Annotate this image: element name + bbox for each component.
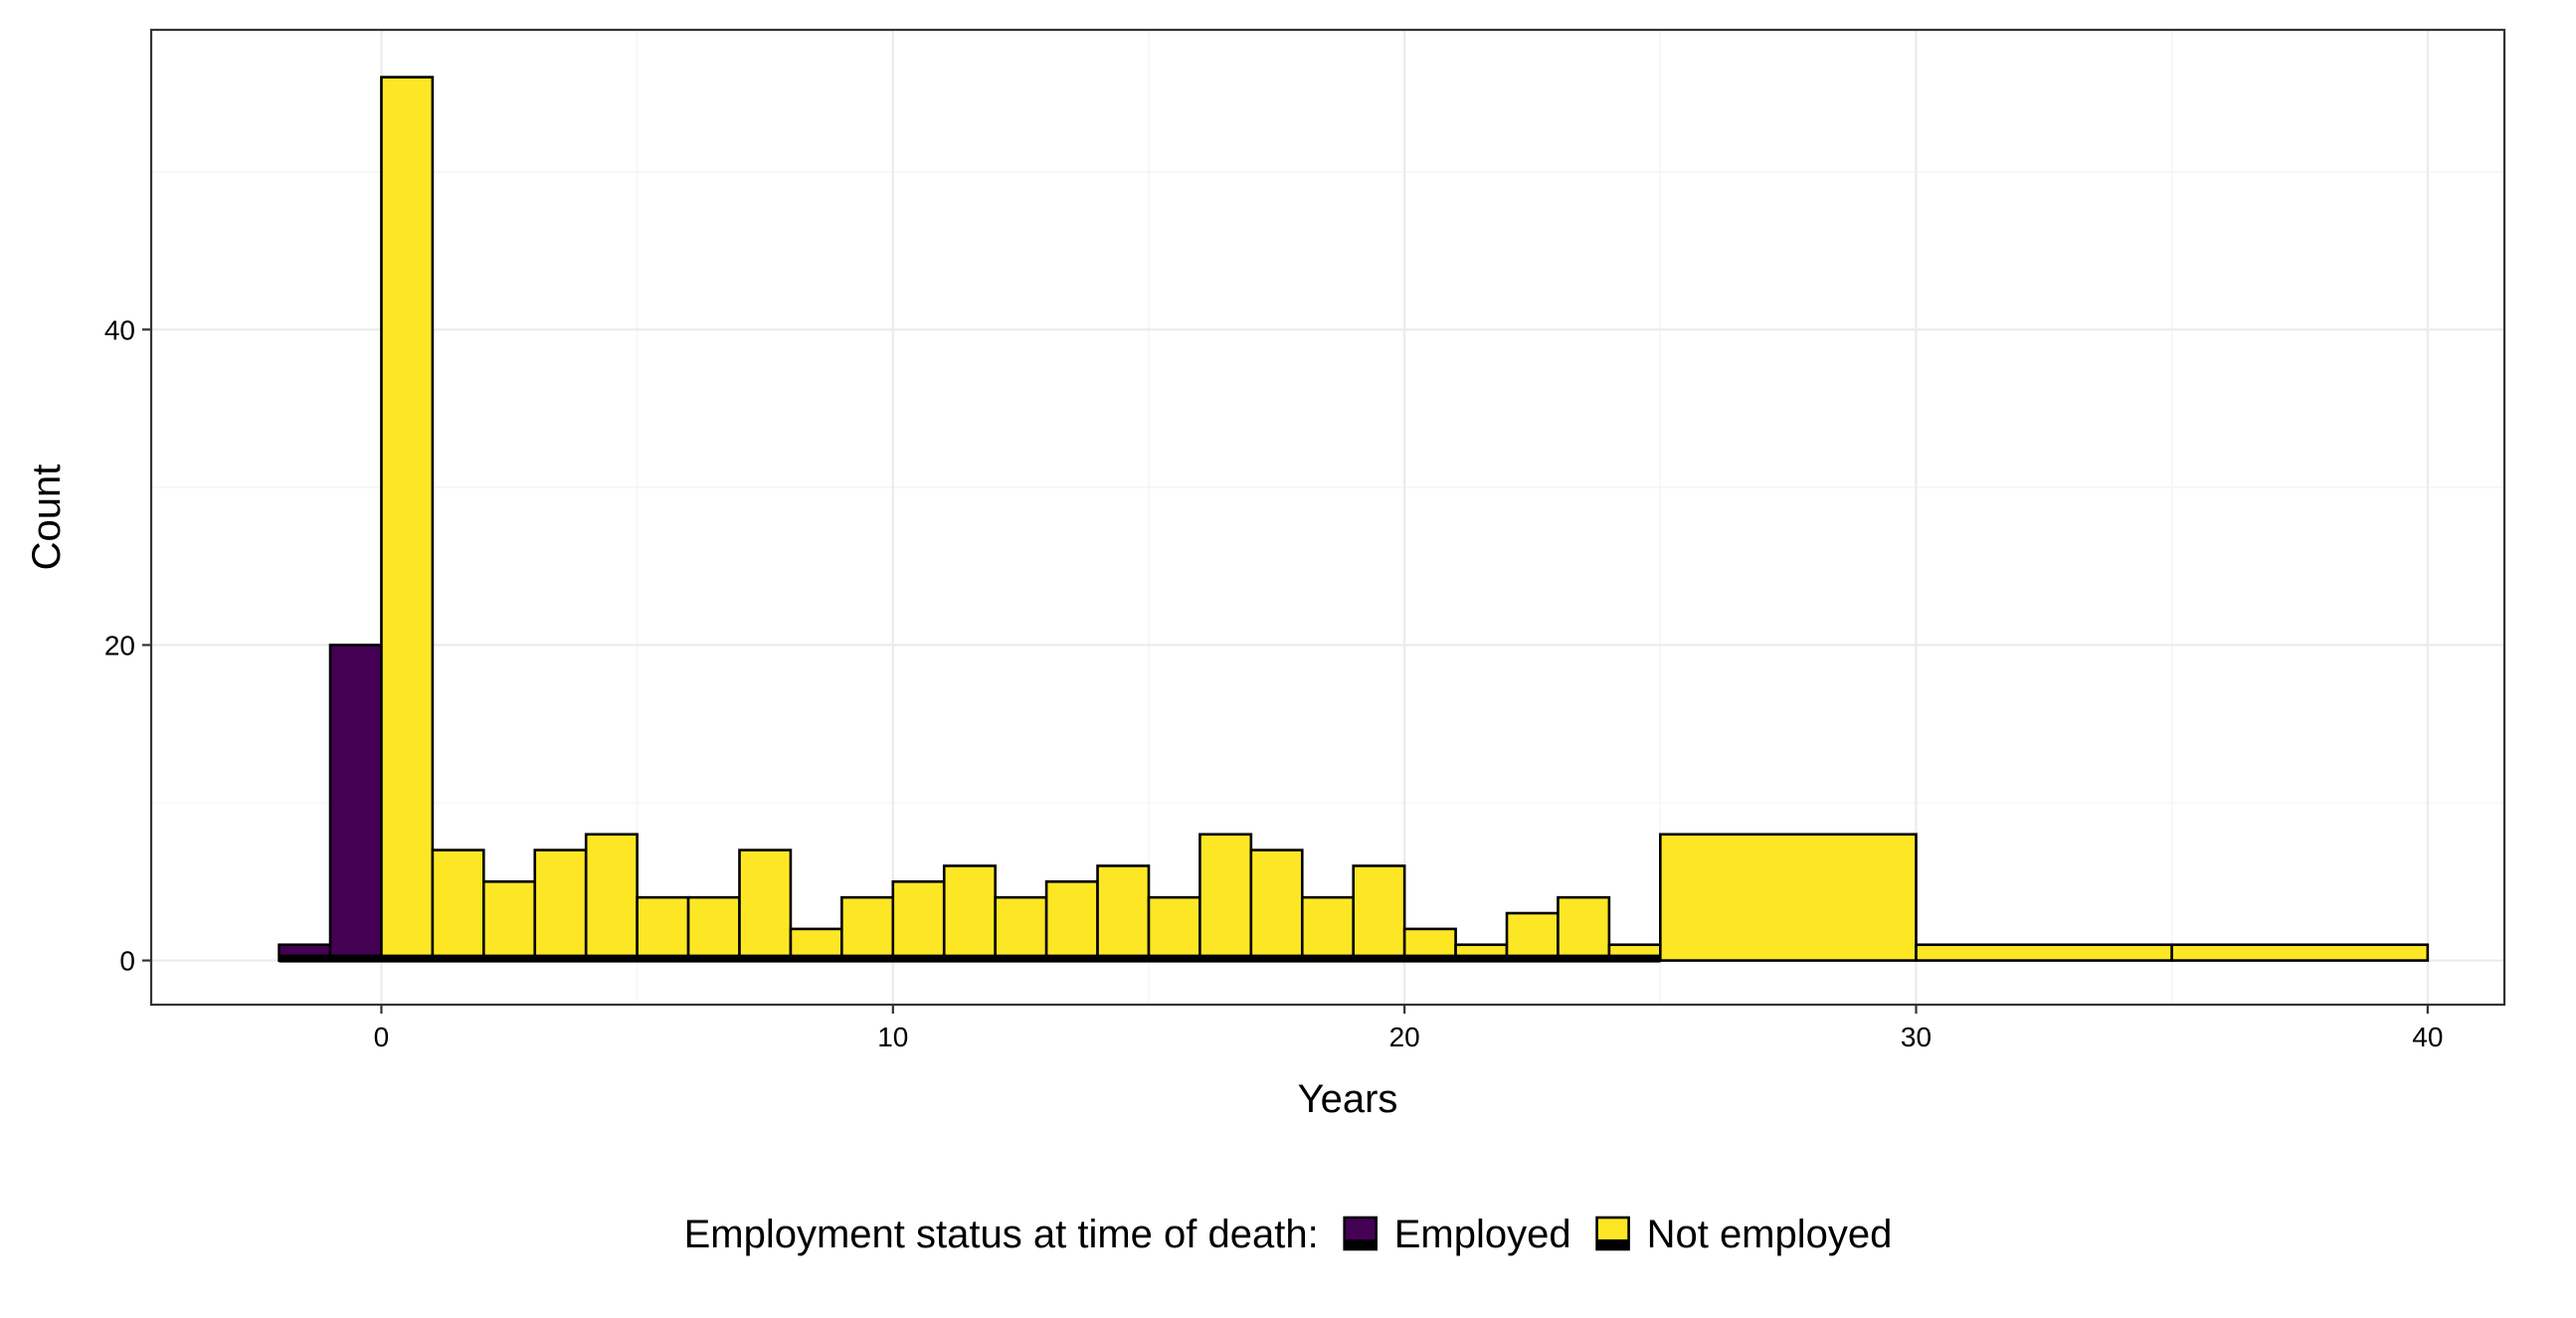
histogram-bar-not-employed [1096, 864, 1151, 962]
y-axis-title: Count [25, 465, 69, 571]
histogram-bar-not-employed [584, 833, 639, 962]
histogram-bar-not-employed [533, 848, 588, 962]
bars [277, 76, 2430, 963]
histogram-bar-not-employed [1505, 911, 1560, 962]
plot-border [149, 28, 2506, 1007]
y-tick-label: 0 [119, 946, 135, 977]
legend-swatch-baseline [1344, 1239, 1377, 1249]
plot-background [151, 30, 2504, 1005]
x-tick-label: 20 [1389, 1022, 1420, 1052]
legend-label-not-employed: Not employed [1647, 1213, 1893, 1256]
axes: 0 10 20 30 40 0 20 40 [104, 314, 2444, 1052]
x-tick-label: 0 [374, 1022, 390, 1052]
histogram-bar-not-employed [1198, 833, 1253, 962]
legend: Employment status at time of death: Empl… [684, 1213, 1893, 1256]
histogram-bar-not-employed [1557, 895, 1611, 962]
legend-title: Employment status at time of death: [684, 1213, 1319, 1256]
histogram-bar-not-employed [1147, 895, 1201, 962]
histogram-bar-not-employed [482, 880, 537, 962]
legend-swatch-baseline [1596, 1239, 1629, 1249]
histogram-bar-not-employed [1915, 943, 2173, 962]
histogram-bar-not-employed [380, 76, 435, 962]
x-tick-label: 10 [877, 1022, 908, 1052]
histogram-bar-not-employed [891, 880, 946, 962]
histogram-bar-employed [328, 644, 383, 962]
histogram-bar-not-employed [636, 895, 690, 962]
histogram-bar-not-employed [994, 895, 1048, 962]
histogram-bar-not-employed [1300, 895, 1356, 962]
legend-key-not-employed [1595, 1216, 1630, 1251]
histogram-bar-not-employed [686, 895, 741, 962]
histogram-bar-not-employed [431, 848, 485, 962]
histogram-bar-not-employed [1249, 848, 1304, 962]
x-tick-label: 30 [1901, 1022, 1932, 1052]
histogram-bar-not-employed [2170, 943, 2430, 962]
histogram-bar-not-employed [1044, 880, 1099, 962]
y-tick-label: 40 [104, 314, 135, 345]
legend-key-employed [1343, 1216, 1379, 1251]
y-tick-label: 20 [104, 630, 135, 660]
histogram-bar-not-employed [1659, 833, 1918, 962]
histogram-bar-not-employed [738, 848, 793, 962]
x-tick-label: 40 [2412, 1022, 2443, 1052]
legend-label-employed: Employed [1394, 1213, 1571, 1256]
histogram-bar-not-employed [840, 895, 895, 962]
histogram-bar-not-employed [942, 864, 997, 962]
x-axis-title: Years [1298, 1077, 1398, 1121]
histogram-bar-not-employed [1352, 864, 1406, 962]
